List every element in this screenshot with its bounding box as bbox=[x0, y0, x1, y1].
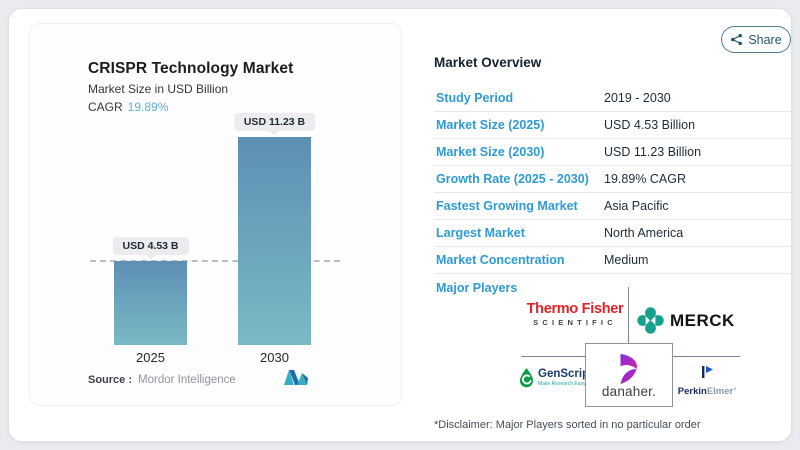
share-button-label: Share bbox=[748, 32, 782, 47]
x-axis-label-2025: 2025 bbox=[136, 350, 165, 365]
row-label: Market Size (2030) bbox=[436, 145, 545, 159]
chart-cagr: CAGR 19.89% bbox=[88, 100, 168, 114]
thermofisher-wordmark: Thermo Fisher bbox=[526, 301, 624, 317]
logo-thermofisher: Thermo Fisher SCIENTIFIC bbox=[519, 301, 631, 327]
genscript-wordmark: GenScript bbox=[538, 368, 593, 380]
logo-perkinelmer: PerkinElmer’ bbox=[675, 365, 739, 397]
players-right-divider bbox=[673, 356, 740, 357]
row-value: USD 11.23 Billion bbox=[604, 145, 702, 159]
cagr-label: CAGR bbox=[88, 100, 123, 114]
cagr-value: 19.89% bbox=[127, 100, 169, 114]
table-row: Study Period 2019 - 2030 bbox=[434, 85, 791, 112]
row-label: Market Concentration bbox=[436, 253, 565, 267]
merck-wordmark: MERCK bbox=[670, 310, 735, 330]
perkinelmer-icon bbox=[702, 366, 713, 378]
merck-icon bbox=[637, 307, 664, 334]
overview-heading: Market Overview bbox=[434, 55, 542, 70]
share-button[interactable]: Share bbox=[721, 26, 791, 53]
row-value: Medium bbox=[604, 253, 649, 267]
chart-title: CRISPR Technology Market bbox=[88, 60, 294, 77]
row-value: 19.89% CAGR bbox=[604, 172, 686, 186]
genscript-tagline: Make Research Easy bbox=[538, 381, 586, 387]
chart-subtitle: Market Size in USD Billion bbox=[88, 82, 229, 96]
overview-table: Study Period 2019 - 2030 Market Size (20… bbox=[434, 85, 791, 274]
row-label: Fastest Growing Market bbox=[436, 199, 578, 213]
row-label: Study Period bbox=[436, 91, 514, 105]
bar-2030: USD 11.23 B bbox=[233, 113, 316, 345]
table-row: Largest Market North America bbox=[434, 220, 791, 247]
bar-2025: USD 4.53 B bbox=[112, 237, 189, 345]
perkinelmer-wordmark: PerkinElmer’ bbox=[677, 386, 737, 397]
reference-dashed-line bbox=[90, 260, 340, 262]
major-players-label: Major Players bbox=[436, 281, 518, 295]
disclaimer-text: *Disclaimer: Major Players sorted in no … bbox=[434, 419, 701, 431]
table-row: Growth Rate (2025 - 2030) 19.89% CAGR bbox=[434, 166, 791, 193]
table-row: Market Size (2030) USD 11.23 Billion bbox=[434, 139, 791, 166]
share-icon bbox=[731, 33, 743, 46]
row-label: Largest Market bbox=[436, 226, 525, 240]
chart-panel: CRISPR Technology Market Market Size in … bbox=[29, 23, 402, 406]
row-label: Growth Rate (2025 - 2030) bbox=[436, 172, 589, 186]
bar-2030-value-label: USD 11.23 B bbox=[233, 113, 316, 131]
table-row: Fastest Growing Market Asia Pacific bbox=[434, 193, 791, 220]
row-value: USD 4.53 Billion bbox=[604, 118, 696, 132]
row-value: 2019 - 2030 bbox=[604, 91, 671, 105]
danaher-icon bbox=[620, 353, 637, 384]
table-row: Market Concentration Medium bbox=[434, 247, 791, 274]
bar-2025-value-label: USD 4.53 B bbox=[112, 237, 189, 255]
players-vertical-divider bbox=[628, 287, 629, 343]
table-row: Market Size (2025) USD 4.53 Billion bbox=[434, 112, 791, 139]
source-label: Source : bbox=[88, 374, 133, 386]
row-value: Asia Pacific bbox=[604, 199, 669, 213]
row-value: North America bbox=[604, 226, 684, 240]
logo-danaher: danaher. bbox=[585, 343, 673, 407]
logo-merck: MERCK bbox=[637, 307, 735, 334]
row-label: Market Size (2025) bbox=[436, 118, 545, 132]
bar-2025-rect bbox=[114, 261, 187, 345]
danaher-wordmark: danaher. bbox=[601, 383, 657, 399]
report-card: CRISPR Technology Market Market Size in … bbox=[8, 8, 792, 442]
bar-chart: USD 4.53 B USD 11.23 B 2025 2030 bbox=[30, 24, 401, 405]
thermofisher-scientific-text: SCIENTIFIC bbox=[533, 318, 617, 327]
bar-2030-rect bbox=[238, 137, 311, 345]
source-value: Mordor Intelligence bbox=[138, 374, 236, 386]
logo-genscript: GenScript Make Research Easy bbox=[519, 367, 593, 388]
players-left-divider bbox=[521, 356, 585, 357]
source-row: Source : Mordor Intelligence bbox=[88, 374, 236, 386]
genscript-icon bbox=[519, 368, 534, 388]
x-axis-label-2030: 2030 bbox=[260, 350, 289, 365]
mordor-intelligence-logo-icon bbox=[284, 370, 308, 385]
